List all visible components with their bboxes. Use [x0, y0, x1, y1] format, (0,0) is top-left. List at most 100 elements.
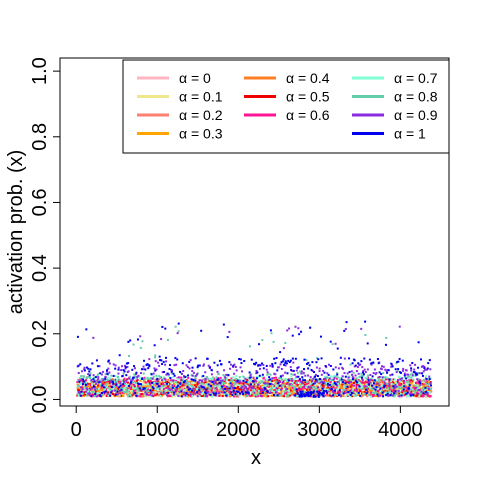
data-point — [399, 391, 402, 394]
data-point — [231, 393, 234, 396]
data-point — [171, 394, 174, 397]
data-point — [261, 373, 264, 376]
data-point — [371, 384, 374, 387]
data-point — [270, 332, 273, 335]
data-point — [296, 372, 299, 375]
data-point — [166, 338, 169, 341]
data-point — [83, 381, 86, 384]
data-point — [83, 380, 86, 383]
data-point — [421, 392, 424, 395]
data-point — [365, 377, 368, 380]
data-point — [154, 369, 157, 372]
data-point — [345, 391, 348, 394]
data-point — [233, 382, 236, 385]
data-point — [303, 383, 306, 386]
data-point — [404, 390, 407, 393]
data-point — [225, 393, 228, 396]
data-point — [314, 394, 317, 397]
data-point — [249, 395, 252, 398]
data-point — [217, 378, 220, 381]
data-point — [417, 372, 420, 375]
data-point — [241, 387, 244, 390]
data-point — [282, 385, 285, 388]
data-point — [150, 373, 153, 376]
data-point — [394, 381, 397, 384]
data-point — [96, 373, 99, 376]
data-point — [175, 392, 178, 395]
data-point — [164, 327, 167, 330]
data-point — [107, 367, 110, 370]
data-point — [184, 376, 187, 379]
data-point — [310, 378, 313, 381]
data-point — [422, 381, 425, 384]
data-point — [385, 384, 388, 387]
data-point — [139, 335, 142, 338]
data-point — [290, 369, 293, 372]
data-point — [416, 390, 419, 393]
data-point — [345, 389, 348, 392]
data-point — [258, 394, 261, 397]
data-point — [158, 375, 161, 378]
data-point — [156, 390, 159, 393]
data-point — [180, 395, 183, 398]
data-point — [288, 392, 291, 395]
data-point — [362, 390, 365, 393]
data-point — [285, 392, 288, 395]
data-point — [120, 387, 123, 390]
data-point — [348, 379, 351, 382]
data-point — [79, 394, 82, 397]
data-point — [429, 377, 432, 380]
data-point — [370, 362, 373, 365]
data-point — [415, 381, 418, 384]
data-point — [329, 394, 332, 397]
data-point — [334, 394, 337, 397]
data-point — [112, 363, 115, 366]
data-point — [322, 386, 325, 389]
data-point — [294, 382, 297, 385]
data-point — [147, 383, 150, 386]
data-point — [341, 385, 344, 388]
data-point — [338, 389, 341, 392]
data-point — [379, 378, 382, 381]
data-point — [384, 343, 387, 346]
data-point — [359, 394, 362, 397]
data-point — [293, 390, 296, 393]
data-point — [362, 369, 365, 372]
data-point — [176, 392, 179, 395]
data-point — [418, 394, 421, 397]
data-point — [322, 392, 325, 395]
data-point — [385, 392, 388, 395]
data-point — [174, 395, 177, 398]
data-point — [176, 332, 179, 335]
data-point — [185, 394, 188, 397]
data-point — [127, 395, 130, 398]
data-point — [131, 381, 134, 384]
data-point — [112, 379, 115, 382]
data-point — [295, 388, 298, 391]
data-point — [211, 378, 214, 381]
data-point — [429, 368, 432, 371]
data-point — [116, 384, 119, 387]
data-point — [229, 381, 232, 384]
data-point — [121, 391, 124, 394]
data-point — [167, 378, 170, 381]
data-point — [208, 378, 211, 381]
data-point — [348, 357, 351, 360]
data-point — [239, 388, 242, 391]
data-point — [93, 392, 96, 395]
data-point — [305, 362, 308, 365]
data-point — [411, 374, 414, 377]
data-point — [386, 368, 389, 371]
data-point — [268, 376, 271, 379]
data-point — [176, 390, 179, 393]
data-point — [198, 364, 201, 367]
data-point — [215, 387, 218, 390]
data-point — [328, 389, 331, 392]
data-point — [258, 374, 261, 377]
data-point — [343, 372, 346, 375]
data-point — [276, 383, 279, 386]
data-point — [350, 370, 353, 373]
data-point — [268, 388, 271, 391]
data-point — [343, 329, 346, 332]
data-point — [164, 385, 167, 388]
